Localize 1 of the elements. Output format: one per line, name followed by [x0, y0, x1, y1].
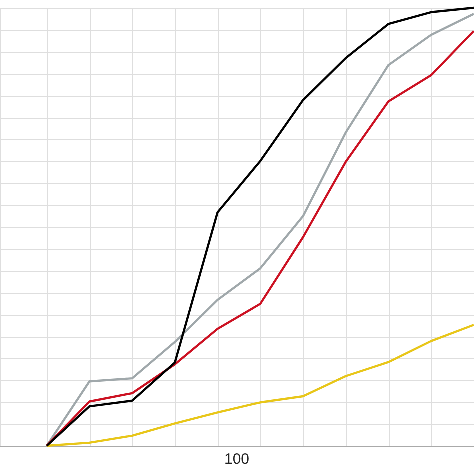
- text: 100: [224, 451, 250, 468]
